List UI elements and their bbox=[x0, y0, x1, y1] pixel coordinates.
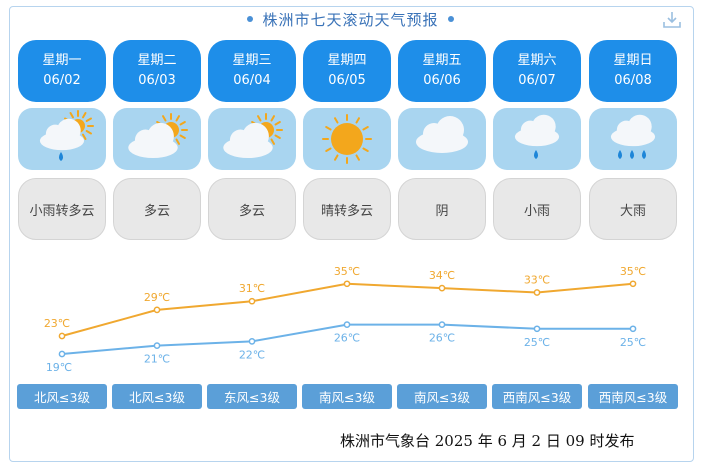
high-temp-point bbox=[533, 289, 541, 296]
light-rain-icon bbox=[493, 108, 581, 170]
high-temp-label: 33℃ bbox=[524, 274, 550, 287]
day-column: 星期二 06/03 多云 bbox=[113, 40, 201, 240]
high-temp-point bbox=[153, 306, 161, 314]
high-temp-point bbox=[248, 297, 256, 305]
high-temp-point bbox=[343, 280, 351, 288]
high-temp-label: 23℃ bbox=[44, 317, 70, 330]
wind-label: 东风≤3级 bbox=[207, 384, 297, 409]
high-temp-label: 34℃ bbox=[429, 269, 455, 282]
high-temp-label: 35℃ bbox=[620, 265, 646, 278]
day-header: 星期四 06/05 bbox=[303, 40, 391, 102]
low-temp-point bbox=[533, 325, 541, 333]
low-temp-point bbox=[58, 350, 66, 358]
low-temp-point bbox=[629, 325, 637, 333]
weather-description: 多云 bbox=[208, 178, 296, 240]
weekday-label: 星期三 bbox=[232, 53, 272, 68]
day-header: 星期二 06/03 bbox=[113, 40, 201, 102]
download-icon[interactable] bbox=[662, 10, 682, 30]
wind-label: 北风≤3级 bbox=[112, 384, 202, 409]
weekday-label: 星期一 bbox=[42, 53, 82, 68]
day-header: 星期日 06/08 bbox=[589, 40, 677, 102]
day-column: 星期日 06/08 大雨 bbox=[589, 40, 677, 240]
date-label: 06/08 bbox=[614, 73, 652, 88]
day-header: 星期三 06/04 bbox=[208, 40, 296, 102]
weather-description: 多云 bbox=[113, 178, 201, 240]
low-temp-label: 25℃ bbox=[524, 336, 550, 349]
day-header: 星期五 06/06 bbox=[398, 40, 486, 102]
date-label: 06/04 bbox=[233, 73, 271, 88]
low-temp-label: 26℃ bbox=[429, 332, 455, 345]
low-temp-label: 25℃ bbox=[620, 336, 646, 349]
sunny-icon bbox=[303, 108, 391, 170]
low-temp-label: 22℃ bbox=[239, 348, 265, 361]
day-column: 星期四 06/05 晴转多云 bbox=[303, 40, 391, 240]
title-dot-left bbox=[247, 16, 254, 22]
weekday-label: 星期日 bbox=[613, 53, 653, 68]
partly-cloudy-light-rain-icon bbox=[18, 108, 106, 170]
wind-label: 西南风≤3级 bbox=[588, 384, 678, 409]
weekday-label: 星期四 bbox=[327, 53, 367, 68]
low-temp-label: 19℃ bbox=[46, 361, 72, 374]
high-temp-point bbox=[629, 280, 637, 288]
wind-label: 北风≤3级 bbox=[17, 384, 107, 409]
high-temp-label: 29℃ bbox=[144, 291, 170, 304]
weather-description: 阴 bbox=[398, 178, 486, 240]
partly-cloudy-icon bbox=[208, 108, 296, 170]
wind-label: 南风≤3级 bbox=[397, 384, 487, 409]
high-temp-point bbox=[438, 284, 446, 292]
low-temp-point bbox=[343, 321, 351, 328]
low-temp-label: 26℃ bbox=[334, 332, 360, 345]
day-header: 星期六 06/07 bbox=[493, 40, 581, 102]
low-temp-point bbox=[248, 338, 256, 345]
high-temp-label: 35℃ bbox=[334, 265, 360, 278]
day-column: 星期一 06/02 小雨转多云 bbox=[18, 40, 106, 240]
wind-label: 西南风≤3级 bbox=[492, 384, 582, 409]
title-text: 株洲市七天滚动天气预报 bbox=[262, 11, 439, 29]
day-column: 星期五 06/06 阴 bbox=[398, 40, 486, 240]
wind-label: 南风≤3级 bbox=[302, 384, 392, 409]
weekday-label: 星期五 bbox=[422, 53, 462, 68]
weather-description: 大雨 bbox=[589, 178, 677, 240]
partly-cloudy-icon bbox=[113, 108, 201, 170]
date-label: 06/05 bbox=[328, 73, 366, 88]
heavy-rain-icon bbox=[589, 108, 677, 170]
day-column: 星期三 06/04 多云 bbox=[208, 40, 296, 240]
high-temp-point bbox=[58, 332, 66, 340]
weather-description: 小雨 bbox=[493, 178, 581, 240]
title-dot-right bbox=[447, 16, 454, 22]
date-label: 06/02 bbox=[43, 73, 81, 88]
date-label: 06/06 bbox=[423, 73, 461, 88]
page-title: 株洲市七天滚动天气预报 bbox=[0, 9, 701, 30]
weather-description: 小雨转多云 bbox=[18, 178, 106, 240]
high-temp-label: 31℃ bbox=[239, 282, 265, 295]
date-label: 06/03 bbox=[138, 73, 176, 88]
day-column: 星期六 06/07 小雨 bbox=[493, 40, 581, 240]
weekday-label: 星期六 bbox=[517, 53, 557, 68]
overcast-icon bbox=[398, 108, 486, 170]
temperature-chart: 23℃ 29℃ 31℃ 35℃ 34℃ 33℃ 35℃ 19℃ 21℃ 22℃ 26℃ 26℃ 25℃ 2… bbox=[44, 265, 646, 374]
publish-info: 株洲市气象台 2025 年 6 月 2 日 09 时发布 bbox=[340, 432, 635, 450]
low-temp-point bbox=[438, 321, 446, 328]
date-label: 06/07 bbox=[518, 73, 556, 88]
low-temp-label: 21℃ bbox=[144, 353, 170, 366]
weather-description: 晴转多云 bbox=[303, 178, 391, 240]
low-temp-point bbox=[153, 342, 161, 349]
weekday-label: 星期二 bbox=[137, 53, 177, 68]
day-header: 星期一 06/02 bbox=[18, 40, 106, 102]
